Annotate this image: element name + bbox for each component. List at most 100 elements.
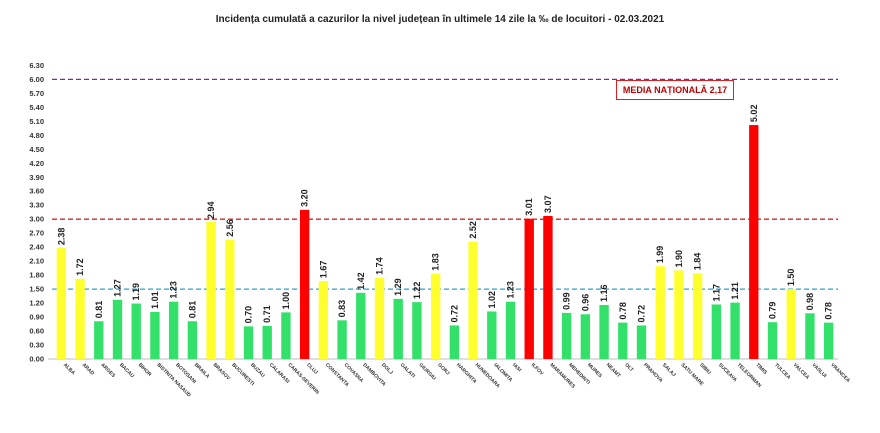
bar (243, 326, 254, 359)
category-label: ILFOV (530, 362, 545, 377)
y-tick-label: 1.20 (29, 299, 44, 308)
bar (150, 311, 160, 359)
y-tick-label: 5.40 (29, 103, 44, 112)
value-label: 2.56 (225, 219, 235, 237)
bar (374, 277, 385, 359)
category-label: ALBA (62, 362, 76, 376)
value-label: 2.52 (468, 221, 478, 239)
y-tick-label: 0.00 (29, 355, 44, 364)
y-tick-label: 3.30 (29, 201, 44, 210)
bar (805, 313, 815, 359)
bar (356, 292, 366, 359)
y-tick-label: 0.90 (29, 313, 44, 322)
category-label: TULCEA (773, 362, 792, 381)
bar (206, 221, 216, 359)
national-average-annotation: MEDIA NAȚIONALĂ 2,17 (616, 80, 734, 100)
value-label: 2.38 (56, 228, 66, 246)
value-label: 0.71 (262, 305, 272, 323)
category-label: BRASOV (212, 362, 232, 382)
y-tick-label: 6.00 (29, 75, 44, 84)
y-tick-label: 2.40 (29, 243, 44, 252)
bar (543, 215, 553, 359)
bar (749, 125, 759, 360)
bar (618, 322, 628, 359)
category-label: SUCEAVA (717, 362, 738, 383)
value-label: 0.81 (187, 301, 197, 319)
category-label: MURES (586, 362, 603, 379)
bar (112, 299, 123, 359)
y-tick-label: 6.30 (29, 61, 44, 70)
value-label: 0.79 (768, 302, 778, 320)
category-label: SIBIU (698, 362, 712, 376)
y-tick-label: 2.70 (29, 229, 44, 238)
category-label: IASI (511, 362, 523, 374)
bar (168, 301, 179, 359)
y-tick-label: 4.80 (29, 131, 44, 140)
bar (412, 302, 422, 359)
bar (468, 241, 478, 359)
category-label: NEAMT (605, 362, 622, 379)
category-label: BIHOR (137, 362, 153, 378)
value-label: 1.84 (693, 253, 703, 271)
category-label: VASLUI (811, 362, 828, 379)
value-label: 1.02 (487, 291, 497, 309)
bar (505, 301, 516, 359)
value-label: 1.19 (131, 283, 141, 301)
value-label: 0.83 (337, 300, 347, 318)
value-label: 2.94 (206, 201, 216, 219)
y-tick-label: 3.90 (29, 173, 44, 182)
bar (393, 298, 403, 359)
y-tick-label: 5.10 (29, 117, 44, 126)
value-label: 0.81 (94, 301, 104, 319)
category-label: BACAU (118, 362, 135, 379)
bar (337, 320, 347, 359)
bar (94, 321, 104, 359)
category-label: ARGES (99, 362, 116, 379)
value-label: 1.90 (674, 250, 684, 268)
bar (674, 270, 684, 359)
value-label: 1.74 (375, 257, 385, 275)
bar (281, 312, 291, 359)
value-label: 1.50 (786, 269, 796, 287)
y-tick-label: 4.50 (29, 145, 44, 154)
value-label: 0.96 (580, 294, 590, 312)
bar (131, 303, 141, 359)
value-label: 0.78 (618, 302, 628, 320)
category-label: BISTRITA NASAUD (156, 362, 193, 399)
y-tick-label: 1.80 (29, 271, 44, 280)
bar (225, 239, 235, 359)
y-tick-label: 3.00 (29, 215, 44, 224)
value-label: 1.67 (318, 261, 328, 279)
bar (430, 273, 441, 359)
value-label: 3.20 (300, 189, 310, 207)
category-label: VALCEA (792, 362, 811, 381)
y-tick-label: 0.30 (29, 341, 44, 350)
category-label: BRAILA (193, 362, 211, 380)
y-axis: 0.00 0.30 0.60 0.90 1.20 1.50 1.80 2.10 2.40 2.70… (29, 61, 838, 364)
category-label: GALATI (399, 362, 417, 380)
bar (487, 311, 497, 359)
reference-lines (52, 78, 838, 290)
bar (449, 325, 460, 359)
bar (711, 304, 722, 359)
y-tick-label: 4.20 (29, 159, 44, 168)
category-label: BUZAU (249, 362, 266, 379)
bar (655, 266, 665, 359)
value-label: 1.27 (113, 279, 123, 297)
value-label: 1.21 (730, 282, 740, 300)
y-tick-label: 0.60 (29, 327, 44, 336)
value-label: 0.99 (562, 292, 572, 310)
bar (767, 322, 778, 359)
bar (786, 289, 796, 359)
y-tick-label: 3.60 (29, 187, 44, 196)
y-tick-label: 1.50 (29, 285, 44, 294)
bar (692, 273, 703, 359)
value-label: 0.72 (637, 305, 647, 323)
category-label: GIURGIU (418, 362, 438, 382)
value-label: 1.22 (412, 282, 422, 300)
bars (56, 125, 834, 360)
value-label: 0.72 (449, 305, 459, 323)
bar (56, 248, 67, 359)
value-label: 1.83 (431, 253, 441, 271)
category-labels: ALBA ARAD ARGES BACAU BIHOR BISTRITA NASAUDBO… (62, 362, 851, 399)
